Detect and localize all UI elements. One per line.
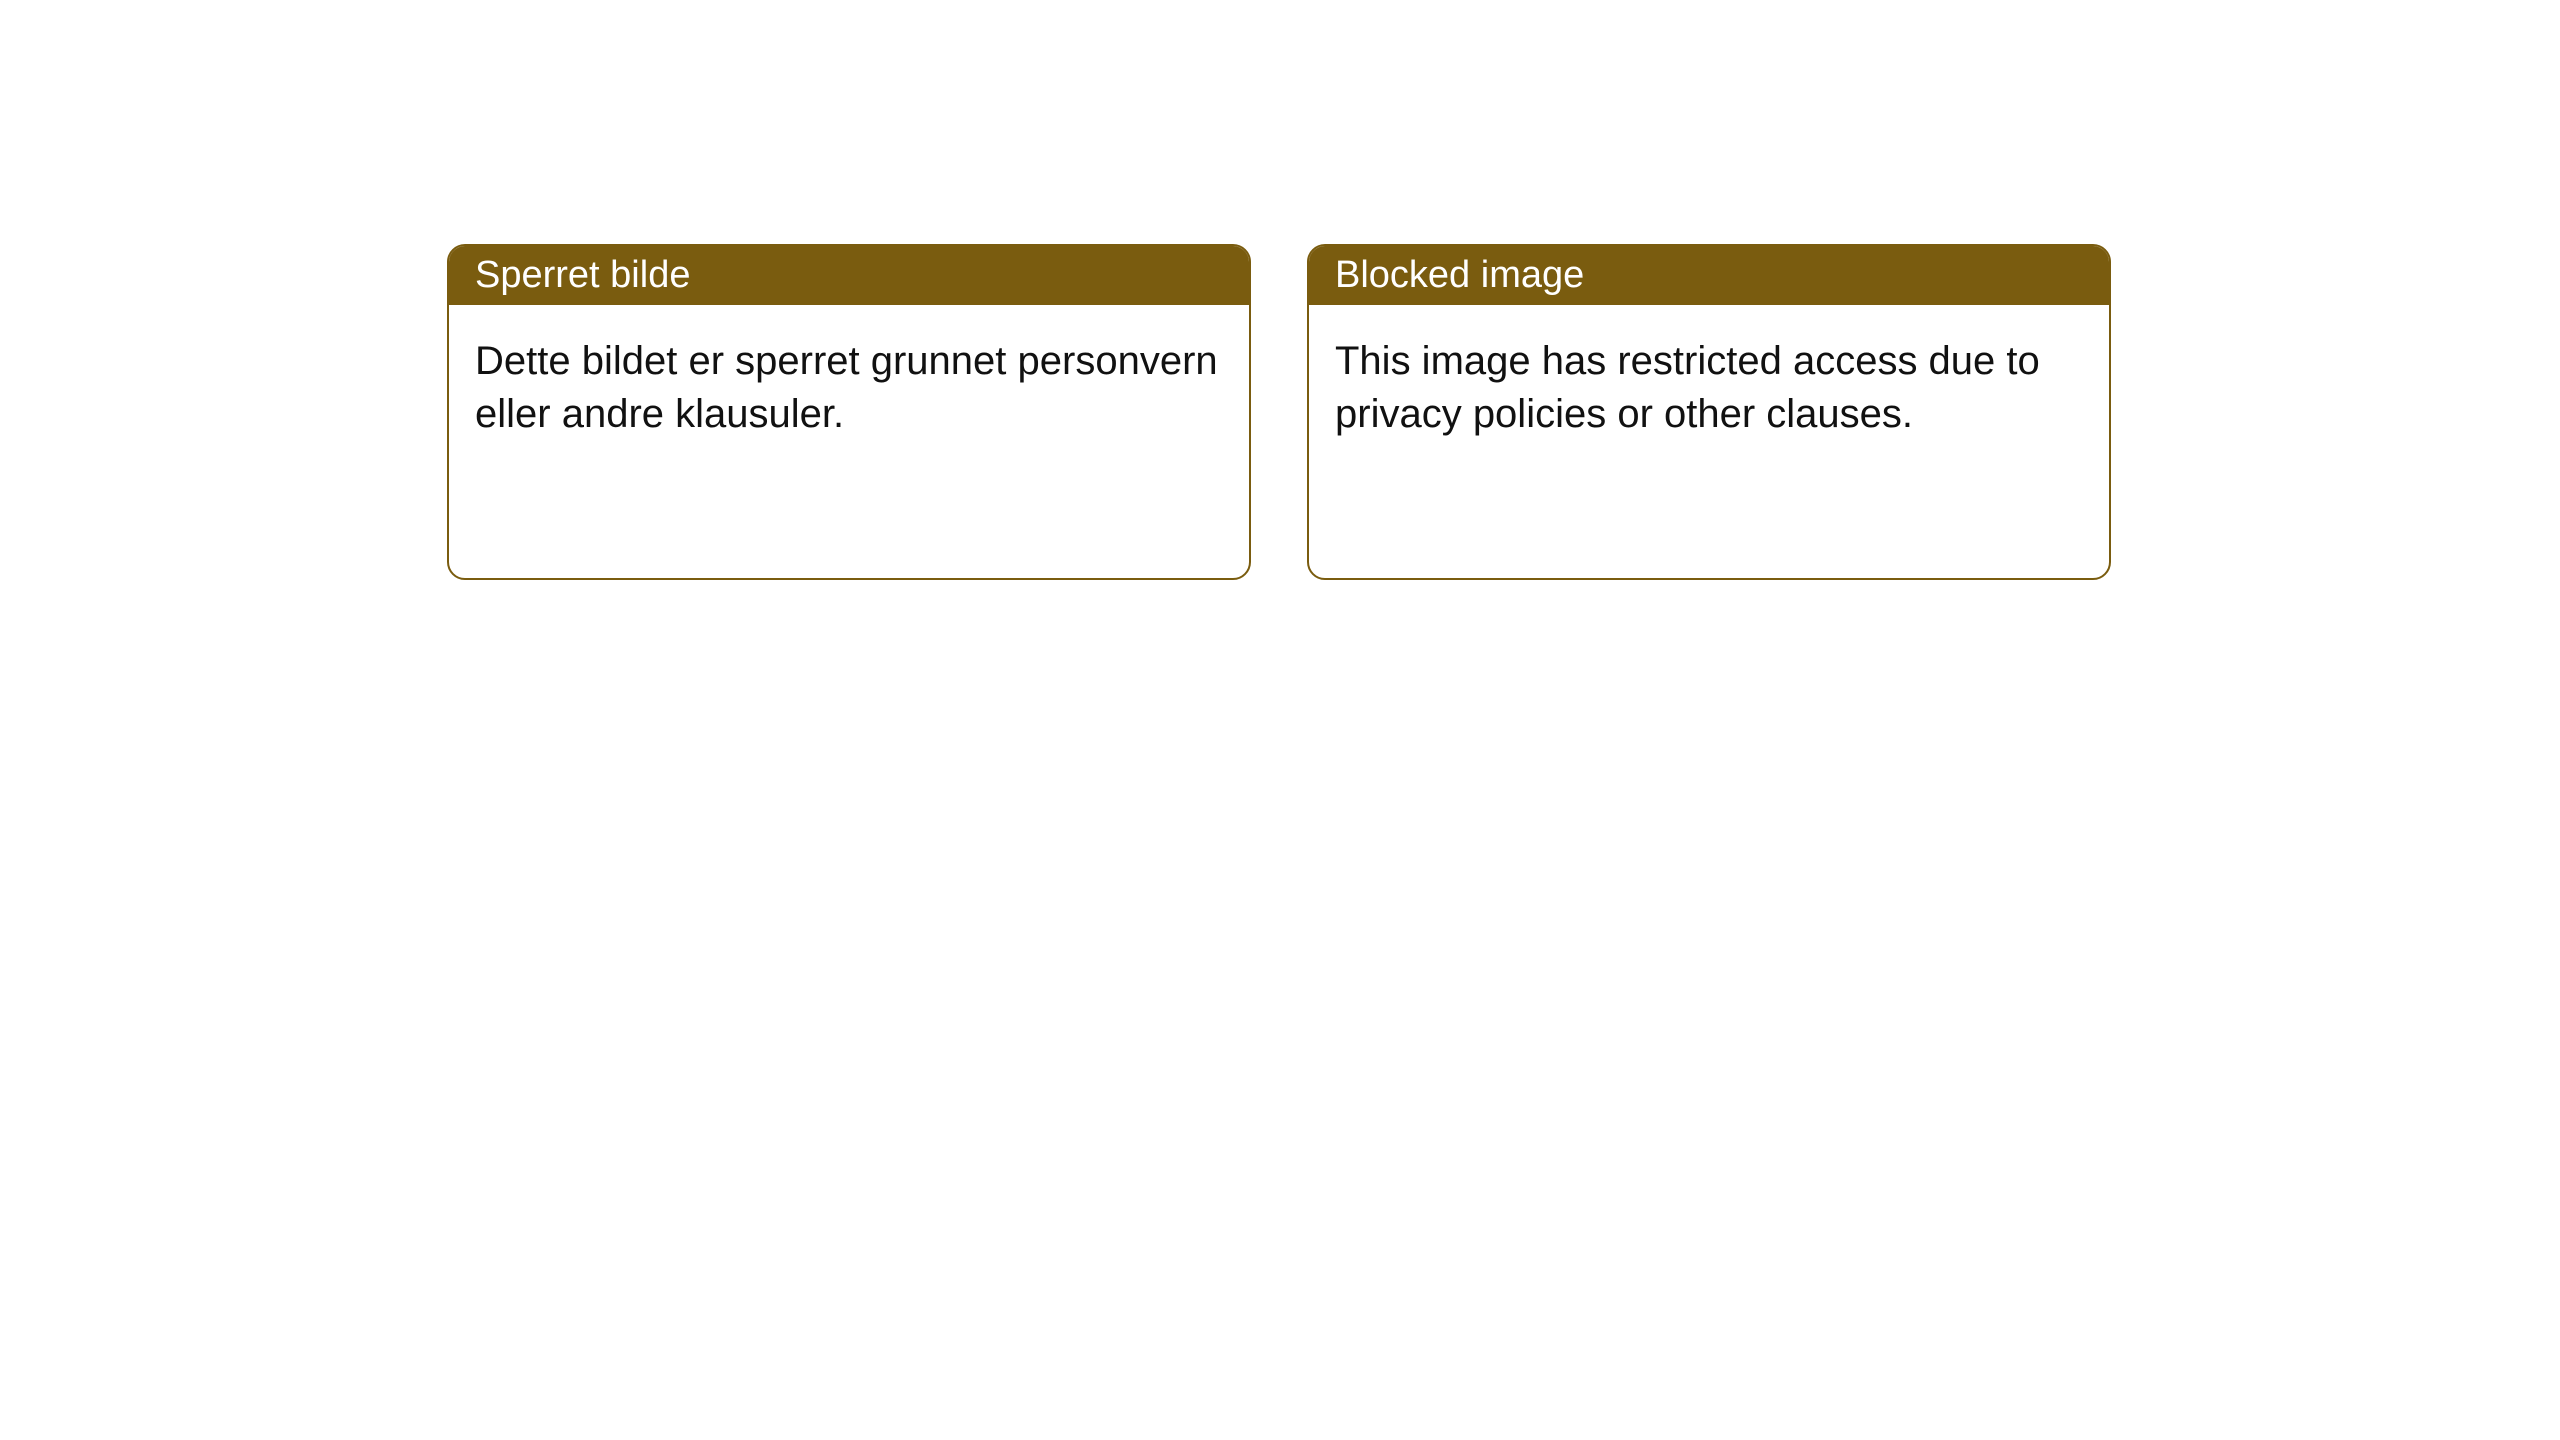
notice-body-en: This image has restricted access due to … xyxy=(1309,305,2109,471)
notice-container: Sperret bilde Dette bildet er sperret gr… xyxy=(0,0,2560,580)
notice-body-no: Dette bildet er sperret grunnet personve… xyxy=(449,305,1249,471)
notice-card-en: Blocked image This image has restricted … xyxy=(1307,244,2111,580)
notice-title-en: Blocked image xyxy=(1309,246,2109,305)
notice-title-no: Sperret bilde xyxy=(449,246,1249,305)
notice-card-no: Sperret bilde Dette bildet er sperret gr… xyxy=(447,244,1251,580)
